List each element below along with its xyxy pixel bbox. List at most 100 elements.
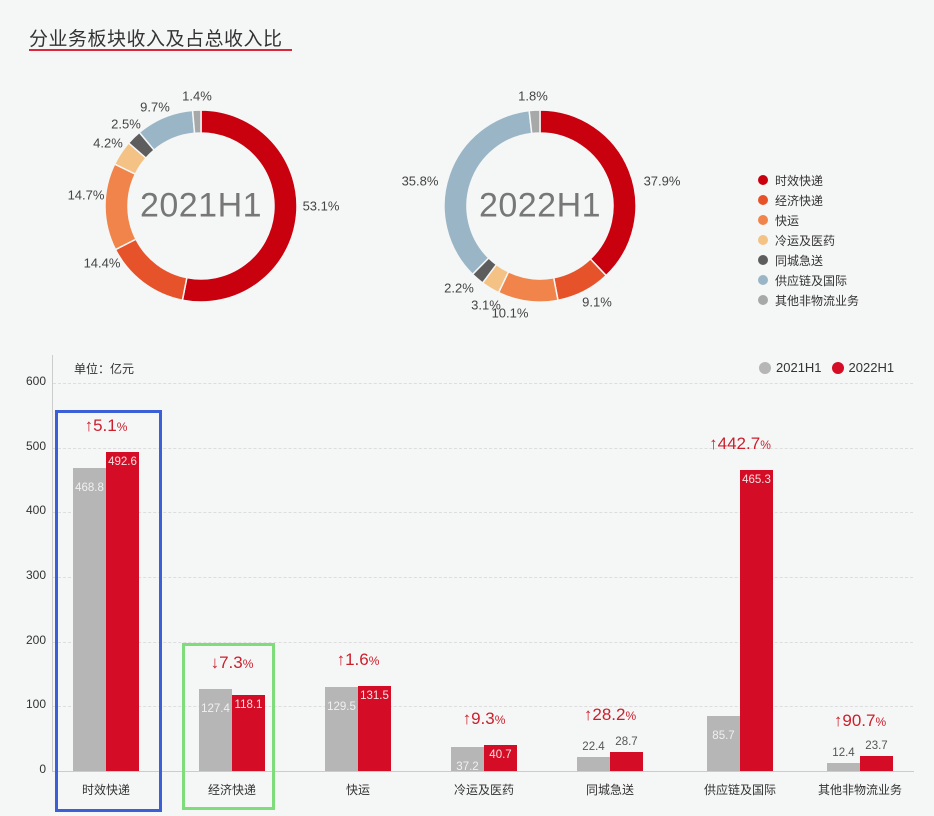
legend-label: 其他非物流业务: [775, 293, 860, 308]
chart-title: 分业务板块收入及占总收入比: [29, 28, 283, 50]
donut-pct-label: 35.8%: [401, 173, 439, 189]
category-label: 经济快递: [207, 783, 257, 797]
gridline: [53, 706, 913, 708]
donut-segment: [114, 238, 188, 302]
legend-label-2022: 2022H1: [848, 360, 895, 375]
highlight-box-blue: [55, 410, 162, 812]
legend-dot-2022: [831, 361, 844, 374]
legend-label: 快运: [775, 213, 800, 228]
change-unit: %: [760, 438, 771, 453]
unit-label: 单位：亿元: [74, 362, 135, 376]
y-tick-label: 600: [25, 374, 46, 388]
arrow-up-icon: ↑: [84, 416, 94, 436]
donut-pct-label: 53.1%: [302, 198, 340, 214]
bar-value-2022: 465.3: [742, 474, 771, 487]
legend-item: 供应链及国际: [758, 270, 859, 290]
legend-dot-icon: [758, 175, 768, 185]
change-annotation: ↑5.1%: [85, 416, 128, 436]
arrow-up-icon: ↑: [709, 434, 718, 454]
legend-item: 经济快递: [758, 190, 859, 210]
x-axis-line: [52, 771, 914, 772]
legend-dot-icon: [758, 195, 768, 205]
arrow-up-icon: ↑: [833, 710, 843, 730]
donut-pct-label: 1.4%: [182, 88, 212, 104]
change-unit: %: [494, 712, 506, 727]
bar-value-2021: 22.4: [582, 740, 605, 753]
category-label: 供应链及国际: [703, 783, 777, 797]
category-label: 同城急送: [585, 783, 635, 797]
bar-2021: [325, 687, 358, 771]
legend-label: 供应链及国际: [775, 273, 848, 288]
change-annotation: ↓7.3%: [211, 653, 254, 673]
change-unit: %: [242, 656, 254, 671]
bar-value-2022: 118.1: [234, 698, 263, 711]
legend-dot-icon: [758, 275, 768, 285]
legend-dot-icon: [758, 235, 768, 245]
bar-2021: [451, 746, 484, 771]
bar-value-2022: 28.7: [615, 736, 638, 749]
bar-2021: [199, 688, 232, 771]
y-axis-line: [52, 355, 53, 772]
legend-item: 快运: [758, 210, 859, 230]
bar-value-2021: 85.7: [712, 729, 735, 742]
arrow-down-icon: ↓: [210, 652, 220, 672]
donut-pct-label: 9.1%: [582, 294, 612, 310]
bar-2021: [707, 715, 740, 771]
donut-pct-label: 10.1%: [491, 305, 529, 321]
legend-dot-icon: [758, 255, 768, 265]
y-tick-label: 100: [25, 697, 46, 712]
change-unit: %: [368, 653, 380, 668]
change-unit: %: [116, 420, 128, 435]
donut-segment: [497, 270, 559, 303]
legend-dot-icon: [758, 295, 768, 305]
change-value: 1.6: [345, 649, 369, 669]
donut-segment: [191, 109, 202, 135]
change-value: 28.2: [592, 704, 626, 724]
bar-value-2022: 40.7: [489, 748, 512, 761]
bar-2022: [610, 752, 643, 771]
donut-segment: [104, 163, 137, 251]
change-unit: %: [625, 708, 637, 723]
donut-pct-label: 14.7%: [67, 187, 105, 203]
change-annotation: ↑442.7%: [709, 434, 771, 454]
category-label: 快运: [345, 783, 371, 797]
legend-item: 冷运及医药: [758, 230, 859, 250]
y-tick-label: 0: [39, 762, 46, 776]
bar-2022: [740, 470, 773, 771]
bar-2022: [860, 755, 893, 771]
donut-pct-label: 2.5%: [111, 116, 141, 132]
bar-2022: [358, 685, 391, 771]
donut-pct-label: 9.7%: [140, 99, 170, 115]
legend-label: 时效快递: [775, 173, 824, 188]
title-underline: [29, 49, 292, 51]
bar-value-2022: 492.6: [108, 456, 137, 469]
donut-center-label: 2022H1: [478, 186, 602, 225]
highlight-box-green: [182, 643, 275, 810]
donut-segment: [528, 109, 541, 135]
change-unit: %: [875, 714, 887, 729]
gridline: [53, 383, 913, 384]
gridline: [53, 641, 913, 643]
change-annotation: ↑90.7%: [834, 711, 886, 731]
bar-value-2021: 37.2: [456, 760, 479, 773]
legend-dot-icon: [758, 215, 768, 225]
donut-pct-label: 3.1%: [471, 297, 501, 313]
bar-value-2021: 468.8: [75, 481, 104, 494]
change-value: 9.3: [471, 708, 495, 728]
bar-2022: [106, 452, 139, 771]
change-value: 5.1: [93, 416, 117, 436]
bar-2021: [827, 762, 860, 771]
bar-value-2022: 131.5: [360, 689, 389, 702]
legend-label: 冷运及医药: [775, 233, 836, 248]
donut-pct-label: 1.8%: [518, 88, 548, 104]
bar-2022: [232, 694, 265, 771]
legend-item: 其他非物流业务: [758, 290, 859, 310]
category-label: 其他非物流业务: [817, 783, 903, 797]
arrow-up-icon: ↑: [336, 649, 346, 669]
change-value: 90.7: [842, 710, 876, 730]
donut-pct-label: 14.4%: [83, 255, 121, 271]
pie-legend: 时效快递 经济快递 快运 冷运及医药 同城急送 供应链及国际 其他非物流业务: [758, 170, 859, 310]
change-value: 7.3: [219, 652, 243, 672]
bar-2022: [484, 744, 517, 771]
bar-value-2021: 129.5: [327, 701, 356, 714]
